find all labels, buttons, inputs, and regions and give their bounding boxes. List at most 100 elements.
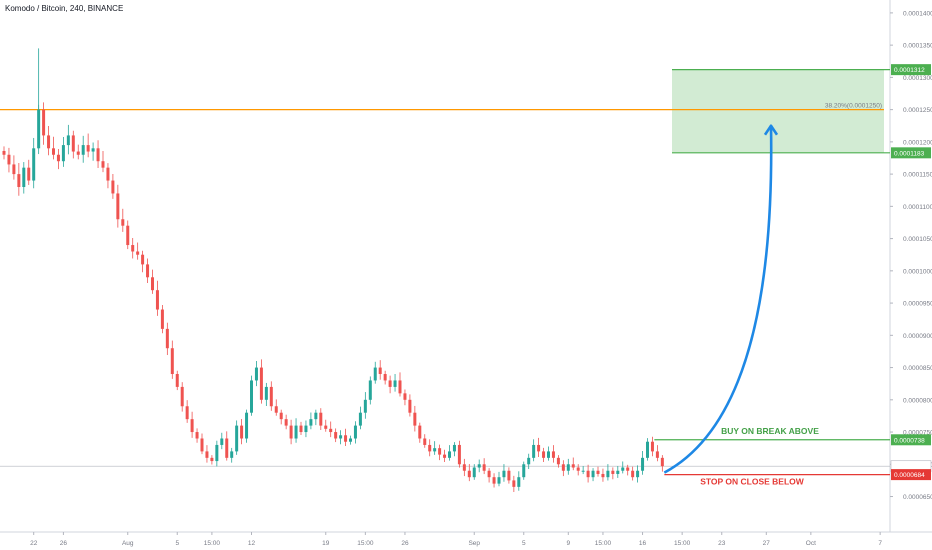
candle-body <box>205 451 209 458</box>
y-tick-label: 0.0000800 <box>903 397 932 404</box>
y-tick-label: 0.0000850 <box>903 365 932 372</box>
candle-body <box>621 467 625 471</box>
candle-body <box>264 386 268 400</box>
x-tick-label: 27 <box>763 540 771 547</box>
candle-body <box>32 148 36 181</box>
candle-body <box>368 380 372 400</box>
candle-body <box>165 328 169 349</box>
y-tick-label: 0.0001300 <box>903 75 932 82</box>
candle-body <box>299 425 303 433</box>
y-tick-label: 0.0001150 <box>903 172 932 179</box>
target-top-tag-label: 0.0001312 <box>894 67 925 74</box>
candle-body <box>477 464 481 468</box>
target-top-tag <box>891 64 931 76</box>
candle-body <box>146 264 150 278</box>
candle-body <box>324 425 328 429</box>
candle-body <box>259 367 263 400</box>
candle-body <box>566 464 570 471</box>
y-tick-label: 0.0001250 <box>903 107 932 114</box>
candle-body <box>37 109 41 149</box>
y-tick-label: 0.0001000 <box>903 268 932 275</box>
candle-body <box>373 367 377 381</box>
candle-body <box>116 193 120 220</box>
candle-body <box>641 457 645 471</box>
candle-body <box>47 135 51 149</box>
candle-body <box>631 470 635 478</box>
candle-body <box>388 380 392 387</box>
candle-body <box>383 374 387 381</box>
candle-body <box>551 451 555 458</box>
target-bottom-tag <box>891 147 931 159</box>
candle-body <box>660 457 664 467</box>
current-tag-label: 0.0000697 <box>894 464 925 471</box>
candle-body <box>294 425 298 439</box>
candle-body <box>650 441 654 452</box>
candle-body <box>601 473 605 478</box>
candle-body <box>472 467 476 478</box>
candle-body <box>462 464 466 471</box>
candle-body <box>309 419 313 426</box>
target-bottom-tag-label: 0.0001183 <box>894 150 925 157</box>
x-tick-label: 12 <box>248 540 256 547</box>
stop-annotation: STOP ON CLOSE BELOW <box>700 477 805 487</box>
candle-body <box>522 464 526 478</box>
candle-body <box>556 457 560 465</box>
target-zone <box>672 69 884 153</box>
candle-body <box>86 145 90 152</box>
x-tick-label: 26 <box>60 540 68 547</box>
candle-body <box>487 470 491 478</box>
candle-body <box>230 451 234 458</box>
x-tick-label: 5 <box>175 540 179 547</box>
x-tick-label: 15:00 <box>595 540 612 547</box>
candle-body <box>22 167 26 188</box>
entry-tag-label: 0.0000738 <box>894 437 925 444</box>
candle-body <box>141 254 145 265</box>
candle-body <box>27 167 31 181</box>
candle-body <box>329 428 333 433</box>
candle-body <box>378 367 382 375</box>
chart-title: Komodo / Bitcoin, 240, BINANCE <box>5 4 124 13</box>
candle-body <box>532 444 536 458</box>
candle-body <box>571 464 575 468</box>
candle-body <box>180 386 184 407</box>
x-tick-label: 22 <box>30 540 38 547</box>
candle-body <box>492 477 496 484</box>
candle-body <box>151 277 154 291</box>
candle-body <box>482 464 486 471</box>
candle-body <box>561 464 565 471</box>
x-tick-label: 7 <box>878 540 882 547</box>
y-tick-label: 0.0000950 <box>903 301 932 308</box>
candle-body <box>591 470 595 478</box>
candle-body <box>353 425 357 439</box>
candle-body <box>170 348 174 375</box>
y-tick-label: 0.0001050 <box>903 236 932 243</box>
candle-body <box>339 435 343 439</box>
candle-body <box>52 148 55 155</box>
x-tick-label: 5 <box>522 540 526 547</box>
candle-body <box>452 444 456 452</box>
candle-body <box>512 480 516 487</box>
candle-body <box>7 154 11 165</box>
stop-tag-label: 0.0000684 <box>894 472 925 479</box>
x-tick-label: 15:00 <box>357 540 374 547</box>
candle-body <box>646 441 649 458</box>
candle-body <box>284 419 288 426</box>
candle-body <box>403 393 407 400</box>
candle-body <box>457 444 461 465</box>
candle-body <box>537 444 541 452</box>
candle-body <box>175 374 179 387</box>
candle-body <box>423 438 427 445</box>
candle-body <box>547 451 550 458</box>
x-tick-label: Aug <box>122 540 134 547</box>
candle-body <box>240 425 244 439</box>
candle-body <box>393 380 397 387</box>
candle-body <box>616 470 620 474</box>
candle-body <box>418 425 422 439</box>
candle-body <box>358 412 362 426</box>
candle-body <box>581 470 585 472</box>
candle-body <box>611 470 615 474</box>
candle-body <box>245 412 249 439</box>
candle-body <box>96 148 100 162</box>
y-tick-label: 0.0001350 <box>903 43 932 50</box>
